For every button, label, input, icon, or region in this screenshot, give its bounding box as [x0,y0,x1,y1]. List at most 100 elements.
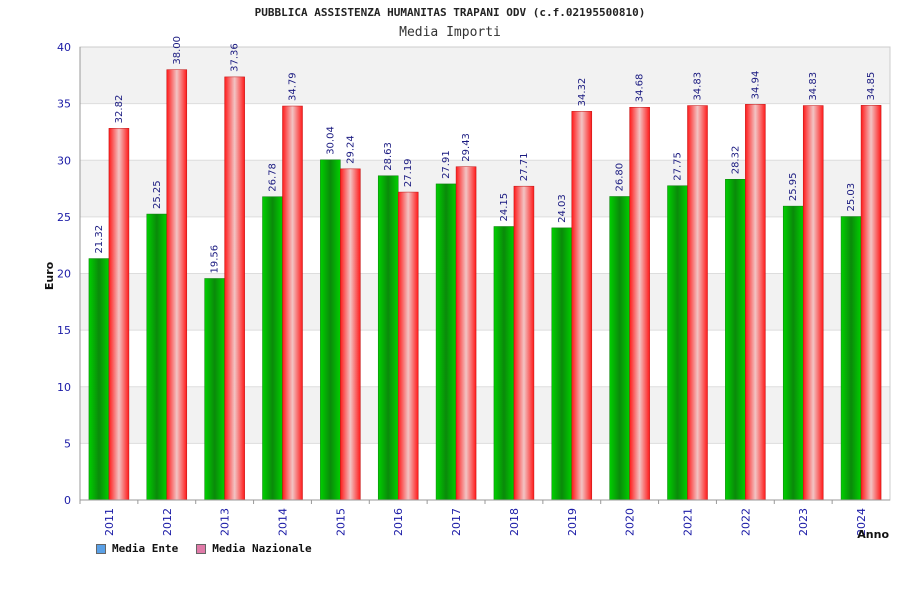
x-tick-label: 2019 [566,508,579,536]
y-axis-label: Euro [43,261,56,290]
y-tick-label: 20 [57,268,71,281]
data-label: 26.80 [615,163,626,192]
y-tick-label: 30 [57,154,71,167]
data-label: 24.03 [557,194,568,223]
bar-media-ente [551,227,573,501]
data-label: 34.68 [635,74,646,103]
plot-band [80,273,890,331]
data-label: 27.91 [441,150,452,179]
data-label: 21.32 [94,225,105,254]
data-label: 34.85 [866,72,877,101]
bar-media-ente [320,159,341,501]
bar-media-ente [667,185,688,501]
x-tick-label: 2017 [450,508,463,536]
bars [88,69,882,501]
x-tick-label: 2012 [161,508,174,536]
data-label: 34.94 [750,71,761,100]
plot-band [80,103,890,161]
bar-media-ente [609,196,630,501]
x-tick-label: 2018 [508,508,521,536]
x-axis-label: Anno [857,528,889,541]
x-tick-label: 2015 [334,508,347,536]
bar-media-ente [377,175,399,501]
data-label: 28.32 [730,146,741,175]
bar-media-ente [840,216,862,501]
data-label: 34.83 [808,72,819,101]
x-tick-label: 2013 [219,508,232,536]
legend-label-ente: Media Ente [112,542,179,555]
data-label: 34.79 [288,72,299,101]
data-label: 34.83 [693,72,704,101]
x-tick-label: 2021 [682,508,695,536]
data-label: 38.00 [172,36,183,65]
data-label: 27.19 [403,158,414,187]
bar-media-nazionale [397,191,419,501]
data-label: 27.71 [519,153,530,182]
x-tick-label: 2016 [392,508,405,536]
legend-swatch-ente [96,543,106,554]
bar-media-nazionale [224,76,245,501]
x-tick-label: 2020 [624,508,637,536]
y-tick-label: 15 [57,324,71,337]
data-label: 29.24 [345,135,356,164]
data-label: 25.25 [152,180,163,209]
bar-media-ente [204,278,225,501]
y-tick-label: 10 [57,381,71,394]
y-tick-label: 5 [64,437,71,450]
bar-media-nazionale [571,111,593,501]
data-label: 34.32 [577,78,588,107]
bar-media-ente [262,196,283,501]
bar-media-ente [435,183,457,501]
plot-band [80,330,890,387]
legend-item-media-ente: Media Ente [96,542,178,555]
axes: 0 5 10 15 20 25 30 35 40 2011 2012 2013 2014 2015 2016… [57,41,891,536]
y-tick-label: 35 [57,98,71,111]
data-label: 25.95 [788,172,799,201]
plot-band [80,386,890,444]
data-label: 26.78 [268,163,279,192]
bar-media-nazionale [629,106,650,501]
bar-media-nazionale [340,168,361,501]
bar-media-nazionale [166,69,188,501]
plot-band [80,160,890,217]
plot-band [80,47,890,104]
y-tick-label: 40 [57,41,71,54]
bar-media-nazionale [687,105,708,501]
chart-title: PUBBLICA ASSISTENZA HUMANITAS TRAPANI OD… [254,6,646,19]
bar-media-ente [725,179,746,501]
data-label: 28.63 [383,142,394,171]
data-label: 24.15 [499,193,510,222]
bar-media-nazionale [513,185,535,501]
plot-band [80,216,890,274]
legend-item-media-nazionale: Media Nazionale [196,542,312,555]
data-label: 19.56 [210,245,221,274]
x-tick-label: 2024 [855,508,868,536]
bar-media-nazionale [282,105,303,501]
data-label: 29.43 [461,133,472,162]
legend: Media Ente Media Nazionale [96,542,312,555]
chart-subtitle: Media Importi [399,25,501,40]
y-tick-label: 25 [57,211,71,224]
x-tick-label: 2014 [277,508,290,536]
bar-media-nazionale [860,105,882,501]
bar-media-ente [88,258,110,501]
bar-media-nazionale [108,128,130,501]
data-label: 27.75 [673,152,684,181]
y-tick-label: 0 [64,494,71,507]
data-label: 37.36 [230,43,241,72]
bar-media-ente [782,205,804,501]
data-labels: 21.32 32.82 25.25 38.00 19.56 37.36 26.78 34.79… [94,36,877,273]
bar-media-ente [493,226,515,501]
x-tick-label: 2022 [739,508,752,536]
data-label: 32.82 [114,95,125,124]
legend-label-nazionale: Media Nazionale [212,542,312,555]
legend-swatch-nazionale [196,543,207,554]
data-label: 30.04 [325,126,336,155]
bar-media-nazionale [745,104,766,501]
bar-media-nazionale [455,166,477,501]
bar-media-nazionale [802,105,824,501]
x-tick-label: 2011 [103,508,116,536]
plot-band [80,443,890,500]
bar-media-ente [146,213,168,501]
